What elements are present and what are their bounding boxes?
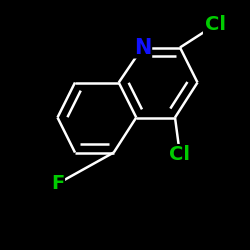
Text: F: F	[51, 174, 64, 193]
Text: Cl: Cl	[170, 146, 190, 165]
Text: N: N	[134, 38, 151, 58]
Text: Cl: Cl	[204, 16, 226, 34]
Text: Cl: Cl	[170, 146, 190, 165]
Text: N: N	[134, 38, 151, 58]
Text: Cl: Cl	[204, 16, 226, 34]
Text: F: F	[51, 174, 64, 193]
